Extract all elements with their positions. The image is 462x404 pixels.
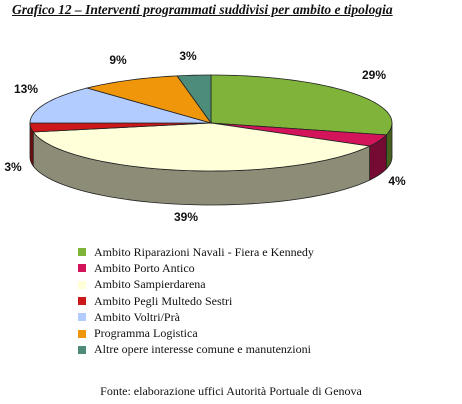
pie-slice-2 bbox=[32, 122, 371, 172]
pie-slice-5 bbox=[85, 75, 212, 124]
legend-swatch-3 bbox=[78, 297, 86, 306]
legend-item-5: Programma Logistica bbox=[78, 325, 458, 341]
source-note: Fonte: elaborazione uffici Autorità Port… bbox=[100, 384, 362, 398]
slice-data-label-5: 9% bbox=[109, 53, 127, 67]
legend-label-5: Programma Logistica bbox=[94, 326, 198, 341]
legend-swatch-4 bbox=[78, 313, 86, 322]
legend-item-6: Altre opere interesse comune e manutenzi… bbox=[78, 342, 458, 358]
legend-item-0: Ambito Riparazioni Navali - Fiera e Kenn… bbox=[78, 244, 458, 260]
pie-chart: 29% 4% 39% 3% 13% 9% 3% bbox=[4, 49, 406, 224]
slice-data-label-4: 13% bbox=[14, 82, 38, 96]
pie-top bbox=[29, 74, 393, 172]
legend-item-2: Ambito Sampierdarena bbox=[78, 277, 458, 293]
legend-swatch-2 bbox=[78, 280, 86, 289]
legend-label-2: Ambito Sampierdarena bbox=[94, 277, 206, 292]
pie-sides bbox=[29, 123, 393, 206]
legend-label-3: Ambito Pegli Multedo Sestri bbox=[94, 293, 233, 308]
slice-data-label-3: 3% bbox=[4, 160, 22, 174]
legend-label-6: Altre opere interesse comune e manutenzi… bbox=[94, 342, 311, 357]
legend-swatch-6 bbox=[78, 345, 86, 354]
legend-swatch-0 bbox=[78, 248, 86, 257]
legend-item-3: Ambito Pegli Multedo Sestri bbox=[78, 293, 458, 309]
slice-data-label-2: 39% bbox=[174, 210, 198, 224]
legend-label-4: Ambito Voltri/Prà bbox=[94, 309, 180, 324]
legend-label-1: Ambito Porto Antico bbox=[94, 260, 195, 275]
slice-data-label-6: 3% bbox=[179, 49, 197, 63]
legend-item-4: Ambito Voltri/Prà bbox=[78, 309, 458, 325]
pie-slice-4 bbox=[29, 87, 212, 124]
pie-slice-3 bbox=[29, 122, 212, 133]
chart-legend: Ambito Riparazioni Navali - Fiera e Kenn… bbox=[78, 244, 458, 358]
legend-item-1: Ambito Porto Antico bbox=[78, 260, 458, 276]
slice-data-label-0: 29% bbox=[362, 68, 386, 82]
slice-data-label-1: 4% bbox=[388, 174, 406, 188]
chart-title: Grafico 12 – Interventi programmati sudd… bbox=[12, 2, 393, 17]
legend-swatch-5 bbox=[78, 329, 86, 338]
pie-slice-0 bbox=[210, 74, 393, 136]
pie-slice-1 bbox=[210, 122, 388, 147]
legend-swatch-1 bbox=[78, 264, 86, 273]
legend-label-0: Ambito Riparazioni Navali - Fiera e Kenn… bbox=[94, 244, 314, 259]
pie-slice-6 bbox=[176, 74, 212, 125]
